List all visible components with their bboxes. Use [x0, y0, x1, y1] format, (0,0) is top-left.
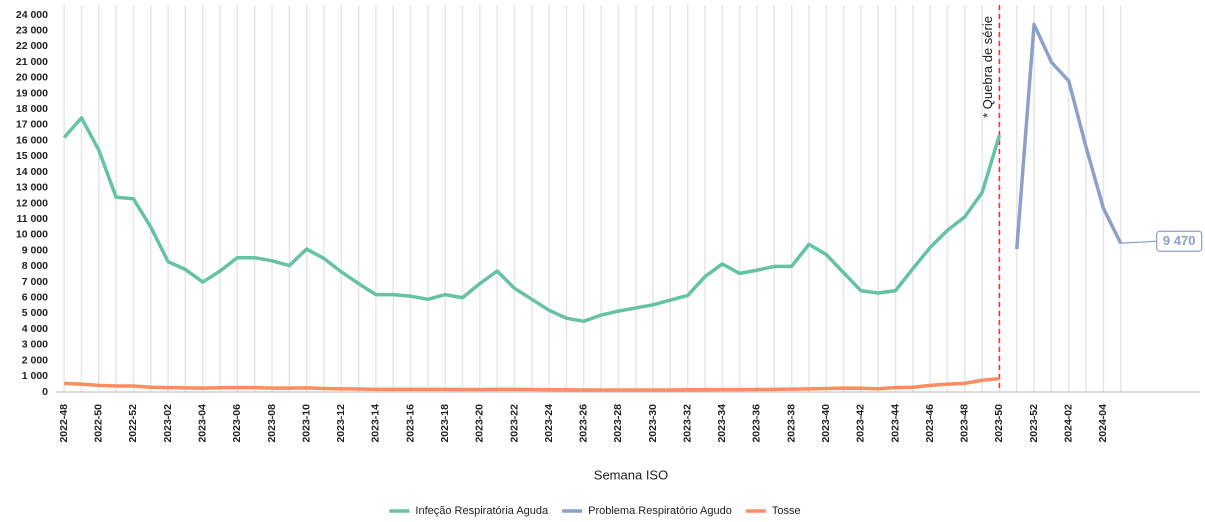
x-tick-label: 2023-08	[266, 404, 278, 443]
x-tick-label: 2023-06	[231, 404, 243, 443]
series-line	[62, 116, 1002, 324]
x-tick-label: 2023-24	[543, 404, 555, 443]
y-tick-label: 21 000	[16, 56, 48, 68]
x-tick-label: 2022-50	[93, 404, 105, 443]
x-tick-label: 2023-52	[1028, 404, 1040, 443]
x-tick-label: 2023-02	[162, 404, 174, 443]
x-tick-label: 2023-34	[716, 404, 728, 443]
value-label-box: 9 470	[1156, 230, 1203, 252]
x-tick-label: 2023-16	[404, 404, 416, 443]
x-tick-label: 2022-52	[127, 404, 139, 443]
y-tick-label: 23 000	[16, 24, 48, 36]
x-tick-label: 2023-40	[820, 404, 832, 443]
y-tick-label: 7 000	[22, 276, 48, 288]
y-tick-label: 0	[42, 386, 48, 398]
y-tick-label: 14 000	[16, 166, 48, 178]
x-tick-label: 2024-02	[1063, 404, 1075, 443]
y-tick-label: 24 000	[16, 9, 48, 21]
x-tick-label: 2023-18	[439, 404, 451, 443]
y-tick-label: 10 000	[16, 229, 48, 241]
x-tick-label: 2022-48	[58, 404, 70, 443]
y-tick-label: 19 000	[16, 87, 48, 99]
x-tick-label: 2023-26	[578, 404, 590, 443]
x-tick-label: 2023-48	[959, 404, 971, 443]
x-tick-label: 2023-12	[335, 404, 347, 443]
legend-label: Problema Respiratório Agudo	[588, 505, 732, 517]
x-tick-label: 2023-42	[855, 404, 867, 443]
y-tick-label: 13 000	[16, 182, 48, 194]
y-tick-label: 5 000	[22, 307, 48, 319]
legend-label: Tosse	[772, 505, 801, 517]
y-tick-label: 11 000	[16, 213, 48, 225]
y-tick-label: 1 000	[22, 370, 48, 382]
y-tick-label: 12 000	[16, 197, 48, 209]
y-tick-label: 2 000	[22, 354, 48, 366]
y-tick-label: 17 000	[16, 119, 48, 131]
x-tick-label: 2023-14	[370, 404, 382, 443]
y-tick-label: 20 000	[16, 72, 48, 84]
series-line	[1015, 22, 1123, 250]
x-tick-label: 2023-38	[785, 404, 797, 443]
x-tick-label: 2023-46	[924, 404, 936, 443]
series-line	[64, 376, 1000, 392]
y-tick-label: 6 000	[22, 292, 48, 304]
x-tick-label: 2023-32	[681, 404, 693, 443]
y-tick-label: 16 000	[16, 134, 48, 146]
x-tick-label: 2023-30	[647, 404, 659, 443]
y-tick-label: 4 000	[22, 323, 48, 335]
x-tick-label: 2023-28	[612, 404, 624, 443]
y-tick-label: 22 000	[16, 40, 48, 52]
y-tick-label: 15 000	[16, 150, 48, 162]
x-tick-label: 2024-04	[1097, 404, 1109, 443]
value-label-bg	[1156, 230, 1203, 252]
y-tick-label: 8 000	[22, 260, 48, 272]
x-tick-label: 2023-20	[474, 404, 486, 443]
legend: Infeção Respiratória Aguda Problema Respi…	[389, 505, 801, 517]
x-tick-label: 2023-50	[993, 404, 1005, 443]
x-tick-label: 2023-10	[300, 404, 312, 443]
y-tick-label: 9 000	[22, 244, 48, 256]
y-tick-label: 3 000	[22, 339, 48, 351]
x-axis-title: Semana ISO	[594, 467, 668, 482]
legend-label: Infeção Respiratória Aguda	[415, 505, 549, 517]
x-tick-label: 2023-44	[889, 404, 901, 443]
y-tick-label: 18 000	[16, 103, 48, 115]
x-tick-label: 2023-22	[508, 404, 520, 443]
annotation: * Quebra de série	[980, 16, 995, 118]
x-tick-label: 2023-36	[751, 404, 763, 443]
value-label-leader	[1120, 240, 1157, 244]
value-label: 9 470	[1163, 233, 1196, 248]
x-tick-label: 2023-04	[197, 404, 209, 443]
